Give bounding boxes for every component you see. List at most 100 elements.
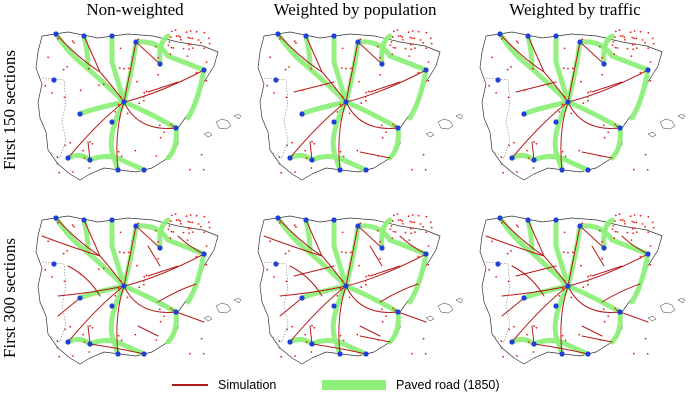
minor-city-dot bbox=[392, 307, 394, 310]
minor-city-dot bbox=[491, 56, 493, 59]
major-city-dot bbox=[109, 33, 115, 39]
minor-city-dot bbox=[513, 141, 515, 144]
minor-city-dot bbox=[417, 255, 420, 258]
balearic-island bbox=[455, 113, 464, 120]
major-city-dot bbox=[337, 167, 343, 173]
minor-city-dot bbox=[367, 274, 370, 277]
minor-city-dot bbox=[410, 232, 412, 235]
minor-city-dot bbox=[614, 214, 617, 217]
simulated-road bbox=[279, 285, 347, 297]
minor-city-dot bbox=[174, 29, 177, 31]
minor-city-dot bbox=[341, 95, 344, 98]
minor-city-dot bbox=[191, 37, 194, 40]
minor-city-dot bbox=[339, 103, 342, 106]
minor-city-dot bbox=[311, 140, 313, 143]
peninsula-outline bbox=[35, 31, 219, 181]
simulated-road bbox=[135, 41, 161, 65]
legend-item-paved-road: Paved road (1850) bbox=[322, 378, 500, 392]
minor-city-dot bbox=[402, 222, 404, 225]
major-city-dot bbox=[309, 341, 315, 347]
minor-city-dot bbox=[207, 37, 210, 40]
minor-city-dot bbox=[69, 325, 71, 328]
paved-road bbox=[157, 33, 171, 67]
minor-city-dot bbox=[58, 171, 61, 174]
minor-city-dot bbox=[155, 339, 158, 341]
paved-road bbox=[331, 217, 349, 289]
paved-road bbox=[509, 336, 537, 347]
minor-city-dot bbox=[143, 99, 145, 102]
minor-city-dot bbox=[422, 337, 425, 340]
minor-city-dot bbox=[266, 84, 269, 87]
paved-road bbox=[609, 125, 623, 161]
minor-city-dot bbox=[411, 168, 413, 171]
minor-city-dot bbox=[142, 280, 145, 282]
minor-city-dot bbox=[170, 230, 173, 233]
balearic-island bbox=[659, 118, 676, 130]
balearic-island bbox=[659, 302, 676, 314]
paved-road bbox=[565, 99, 623, 131]
minor-city-dot bbox=[394, 231, 397, 233]
minor-city-dot bbox=[154, 45, 157, 48]
minor-city-dot bbox=[407, 31, 410, 34]
minor-city-dot bbox=[619, 35, 622, 37]
simulated-road bbox=[527, 35, 545, 73]
legend: Simulation Paved road (1850) bbox=[0, 374, 690, 398]
minor-city-dot bbox=[189, 214, 192, 216]
minor-city-dot bbox=[612, 41, 615, 43]
major-city-dot bbox=[303, 217, 309, 223]
map-panel bbox=[479, 213, 686, 365]
minor-city-dot bbox=[163, 315, 166, 318]
simulation-line-swatch bbox=[172, 384, 208, 386]
minor-city-dot bbox=[120, 339, 123, 342]
minor-city-dot bbox=[304, 149, 306, 152]
map-panel bbox=[479, 29, 686, 181]
paved-road bbox=[65, 152, 93, 163]
simulated-road bbox=[263, 235, 323, 257]
minor-city-dot bbox=[58, 355, 61, 358]
major-city-dot bbox=[617, 309, 623, 315]
minor-city-dot bbox=[542, 268, 544, 271]
paved-road bbox=[355, 39, 429, 73]
minor-city-dot bbox=[349, 251, 352, 254]
minor-city-dot bbox=[533, 140, 535, 143]
minor-city-dot bbox=[639, 30, 642, 33]
legend-label-paved-road: Paved road (1850) bbox=[396, 378, 500, 392]
major-city-dot bbox=[577, 39, 583, 45]
minor-city-dot bbox=[635, 37, 638, 40]
paved-road bbox=[108, 283, 127, 357]
minor-city-dot bbox=[401, 220, 404, 223]
minor-city-dot bbox=[190, 227, 192, 229]
peninsula-outline bbox=[257, 31, 441, 181]
minor-city-dot bbox=[631, 220, 634, 223]
paved-road bbox=[387, 309, 401, 345]
minor-city-dot bbox=[644, 41, 646, 44]
minor-city-dot bbox=[624, 38, 626, 41]
minor-city-dot bbox=[392, 220, 394, 222]
minor-city-dot bbox=[73, 42, 75, 44]
paved-road bbox=[601, 33, 615, 67]
minor-city-dot bbox=[170, 123, 173, 126]
minor-city-dot bbox=[639, 71, 642, 74]
simulated-road bbox=[359, 151, 391, 159]
minor-city-dot bbox=[114, 111, 117, 113]
major-city-dot bbox=[343, 283, 349, 289]
minor-city-dot bbox=[634, 227, 636, 229]
portugal-border bbox=[41, 261, 67, 343]
minor-city-dot bbox=[169, 237, 172, 240]
minor-city-dot bbox=[202, 168, 205, 171]
paved-road bbox=[87, 154, 147, 173]
minor-city-dot bbox=[195, 214, 198, 217]
minor-city-dot bbox=[646, 168, 649, 171]
simulated-road bbox=[515, 81, 557, 93]
minor-city-dot bbox=[170, 220, 172, 222]
paved-road bbox=[165, 309, 179, 345]
minor-city-dot bbox=[385, 315, 388, 318]
major-city-dot bbox=[173, 309, 179, 315]
minor-city-dot bbox=[200, 41, 202, 44]
minor-city-dot bbox=[641, 39, 644, 41]
minor-city-dot bbox=[359, 38, 362, 41]
minor-city-dot bbox=[422, 41, 424, 44]
simulated-road bbox=[567, 253, 649, 287]
minor-city-dot bbox=[523, 273, 526, 276]
minor-city-dot bbox=[91, 142, 94, 145]
